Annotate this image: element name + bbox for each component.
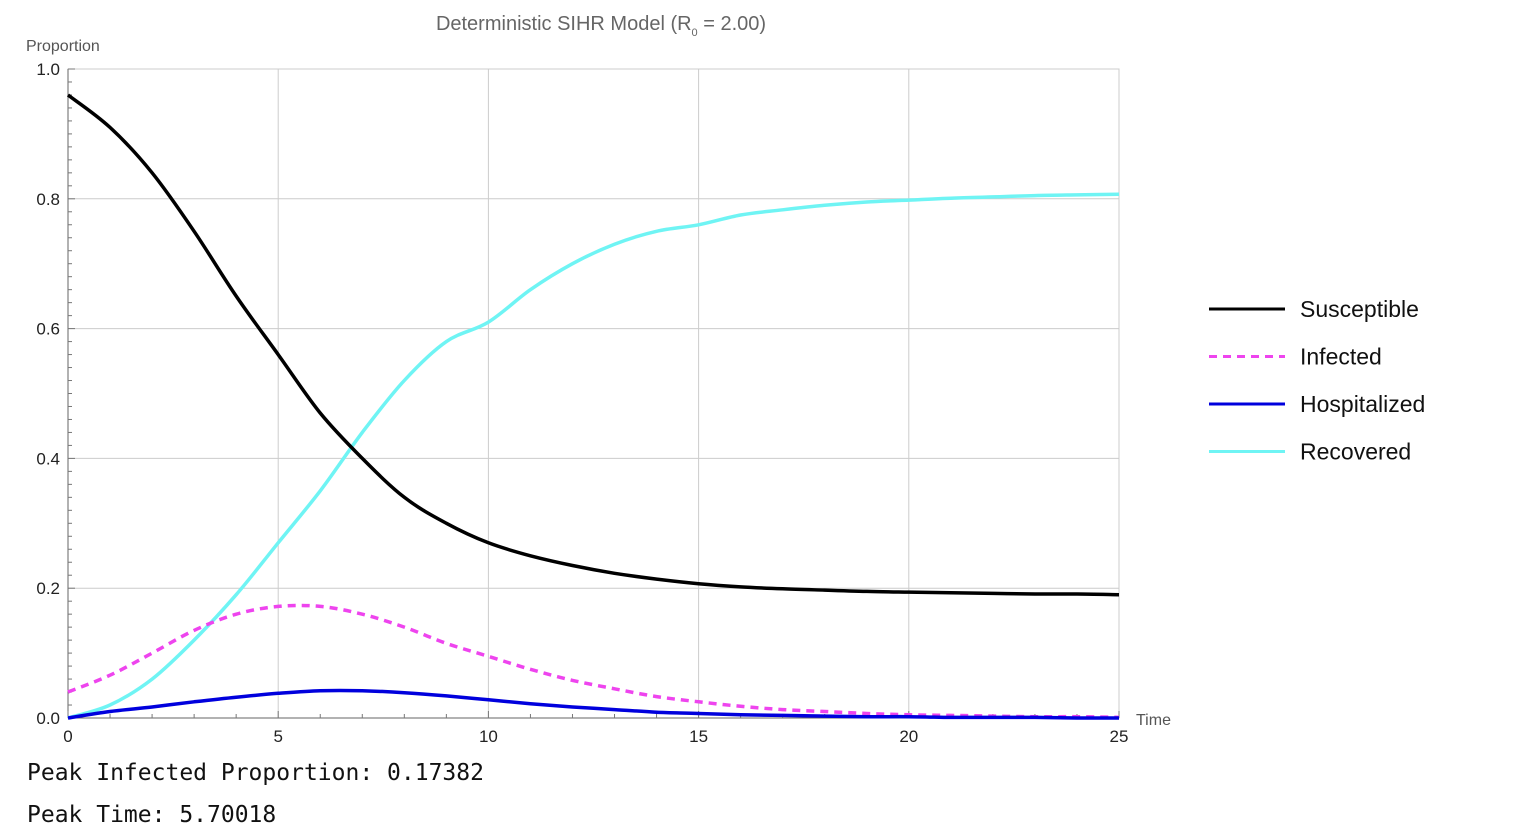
legend-label-susceptible: Susceptible (1300, 296, 1419, 322)
y-tick-label: 0.4 (36, 449, 60, 468)
series-line-infected (67, 603, 1120, 720)
y-axis-label: Proportion (26, 38, 100, 55)
y-tick-label: 0.6 (36, 320, 60, 339)
x-tick-label: 15 (689, 727, 708, 746)
legend-label-infected: Infected (1300, 344, 1382, 370)
peak-time-output: Peak Time: 5.70018 (27, 802, 277, 828)
y-tick-label: 0.0 (36, 709, 60, 728)
x-tick-label: 25 (1110, 727, 1129, 746)
series-line-recovered (67, 192, 1120, 720)
plot-frame (67, 68, 1120, 719)
chart-title: Deterministic SIHR Model (R0 = 2.00) (436, 13, 766, 39)
y-tick-label: 0.2 (36, 579, 60, 598)
axes: 0 5 10 15 20 25 0.0 0.2 0.4 0.6 0.8 1.0 (36, 60, 1128, 746)
legend: Susceptible Infected Hospitalized Recovered (1209, 296, 1425, 465)
series-line-hospitalized (67, 688, 1120, 720)
y-tick-label: 1.0 (36, 60, 60, 79)
legend-label-hospitalized: Hospitalized (1300, 391, 1425, 417)
x-tick-label: 5 (273, 727, 282, 746)
peak-infected-output: Peak Infected Proportion: 0.17382 (27, 760, 484, 786)
series-line-susceptible (66, 93, 1120, 597)
y-tick-label: 0.8 (36, 190, 60, 209)
x-tick-label: 10 (479, 727, 498, 746)
data-series (66, 93, 1120, 720)
grid-lines (67, 68, 1120, 719)
x-axis-label: Time (1136, 712, 1171, 729)
x-tick-label: 0 (63, 727, 72, 746)
x-tick-label: 20 (899, 727, 918, 746)
sihr-chart: Deterministic SIHR Model (R0 = 2.00) Pro… (26, 13, 1425, 746)
legend-label-recovered: Recovered (1300, 439, 1411, 465)
